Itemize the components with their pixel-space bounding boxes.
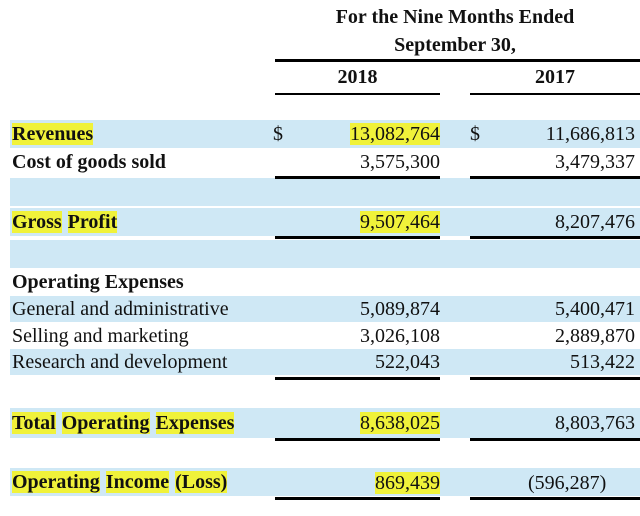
row-label-gross-profit: Gross Profit bbox=[12, 211, 118, 233]
row-label-ga: General and administrative bbox=[12, 298, 229, 320]
row-label-sm: Selling and marketing bbox=[12, 325, 189, 347]
section-label-opex: Operating Expenses bbox=[12, 271, 184, 293]
column-header-2017: 2017 bbox=[535, 66, 575, 88]
rule-total-2017 bbox=[470, 438, 640, 441]
rule-opinc-2018 bbox=[275, 497, 440, 500]
band-spacer-2 bbox=[10, 240, 640, 268]
header-rule bbox=[275, 59, 640, 62]
row-label-rd: Research and development bbox=[12, 351, 228, 373]
rd-2017: 513,422 bbox=[570, 351, 635, 373]
gross-profit-2018: 9,507,464 bbox=[360, 211, 440, 233]
band-rd bbox=[10, 349, 640, 375]
gross-profit-2017: 8,207,476 bbox=[555, 211, 635, 233]
rd-2018: 522,043 bbox=[375, 351, 440, 373]
band-ga bbox=[10, 296, 640, 322]
rule-total-2018 bbox=[275, 438, 440, 441]
column-header-2018: 2018 bbox=[337, 66, 378, 88]
rule-cogs-2018 bbox=[275, 176, 440, 179]
revenues-2017: 11,686,813 bbox=[545, 123, 635, 145]
rule-gross-2017 bbox=[470, 236, 640, 239]
op-income-2018: 869,439 bbox=[375, 472, 440, 494]
row-label-cogs: Cost of goods sold bbox=[12, 151, 166, 173]
rule-opinc-2017 bbox=[470, 497, 640, 500]
revenues-2018: 13,082,764 bbox=[350, 123, 440, 145]
total-opex-2017: 8,803,763 bbox=[555, 412, 635, 434]
column-rule-2017 bbox=[470, 93, 640, 95]
rule-rd-2017 bbox=[470, 377, 640, 380]
row-label-revenues: Revenues bbox=[12, 123, 94, 145]
currency-symbol-2017: $ bbox=[470, 123, 480, 145]
cogs-2018: 3,575,300 bbox=[360, 151, 440, 173]
ga-2017: 5,400,471 bbox=[555, 298, 635, 320]
column-rule-2018 bbox=[275, 93, 440, 95]
rule-rd-2018 bbox=[275, 377, 440, 380]
sm-2017: 2,889,870 bbox=[555, 325, 635, 347]
currency-symbol-2018: $ bbox=[273, 123, 283, 145]
op-income-2017: (596,287) bbox=[528, 472, 607, 494]
row-label-total-opex: Total Operating Expenses bbox=[12, 412, 235, 434]
band-spacer-1 bbox=[10, 178, 640, 206]
period-header: For the Nine Months Ended bbox=[335, 6, 575, 28]
row-label-op-income: Operating Income (Loss) bbox=[12, 471, 228, 493]
rule-cogs-2017 bbox=[470, 176, 640, 179]
total-opex-2018: 8,638,025 bbox=[360, 412, 440, 434]
ga-2018: 5,089,874 bbox=[360, 298, 440, 320]
cogs-2017: 3,479,337 bbox=[555, 151, 635, 173]
period-subheader: September 30, bbox=[394, 34, 516, 56]
sm-2018: 3,026,108 bbox=[360, 325, 440, 347]
rule-gross-2018 bbox=[275, 236, 440, 239]
band-revenues bbox=[10, 120, 640, 148]
